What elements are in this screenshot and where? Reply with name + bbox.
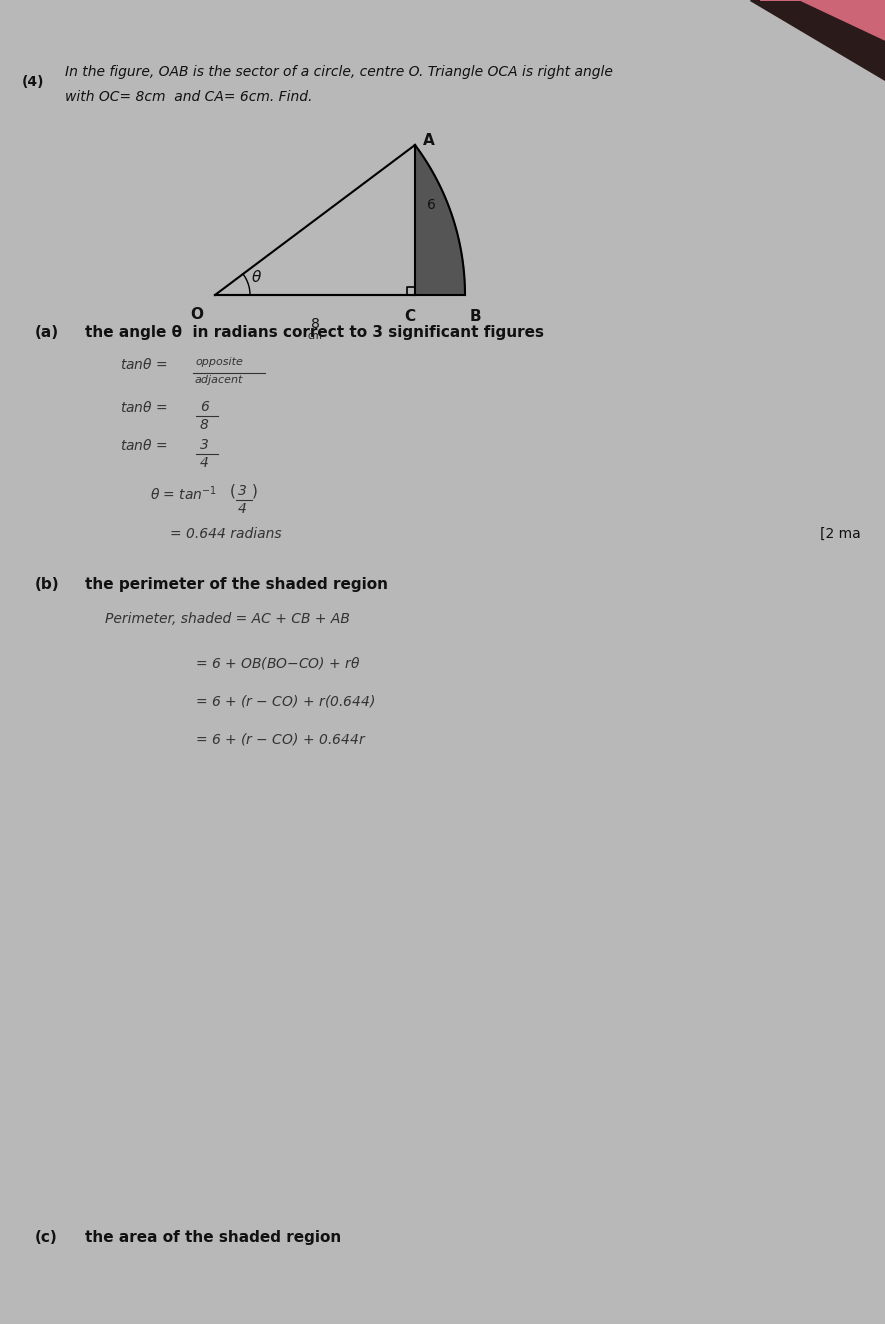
Text: 4: 4 <box>238 502 247 516</box>
Text: (a): (a) <box>35 324 59 340</box>
Text: with OC= 8cm  and CA= 6cm. Find.: with OC= 8cm and CA= 6cm. Find. <box>65 90 312 105</box>
Polygon shape <box>750 0 885 79</box>
Text: $\theta$ = tan$^{-1}$: $\theta$ = tan$^{-1}$ <box>150 485 217 503</box>
Text: = 6 + OB(BO$-$CO) + r$\theta$: = 6 + OB(BO$-$CO) + r$\theta$ <box>195 655 360 671</box>
Text: A: A <box>423 132 435 148</box>
Text: 8: 8 <box>311 316 319 331</box>
Polygon shape <box>415 146 465 295</box>
Text: Perimeter, shaded = AC + CB + AB: Perimeter, shaded = AC + CB + AB <box>105 612 350 626</box>
Text: tan$\theta$ =: tan$\theta$ = <box>120 400 168 414</box>
Text: (4): (4) <box>22 75 44 89</box>
Text: 4: 4 <box>200 455 209 470</box>
Text: ): ) <box>252 485 258 499</box>
Text: 8: 8 <box>200 418 209 432</box>
Text: C: C <box>404 308 416 324</box>
Text: tan$\theta$ =: tan$\theta$ = <box>120 438 168 453</box>
Polygon shape <box>760 0 885 40</box>
Text: 6: 6 <box>200 400 209 414</box>
Text: O: O <box>190 307 204 322</box>
Text: (c): (c) <box>35 1230 58 1245</box>
Text: the perimeter of the shaded region: the perimeter of the shaded region <box>85 577 388 592</box>
Text: = 6 + (r $-$ CO) + r(0.644): = 6 + (r $-$ CO) + r(0.644) <box>195 692 375 708</box>
Text: In the figure, OAB is the sector of a circle, centre O. Triangle OCA is right an: In the figure, OAB is the sector of a ci… <box>65 65 613 79</box>
Text: adjacent: adjacent <box>195 375 243 385</box>
Text: (: ( <box>230 485 236 499</box>
Text: B: B <box>470 308 481 324</box>
Text: opposite: opposite <box>195 357 242 367</box>
Text: tan$\theta$ =: tan$\theta$ = <box>120 357 168 372</box>
Text: 6: 6 <box>427 199 436 212</box>
Text: = 6 + (r $-$ CO) + 0.644r: = 6 + (r $-$ CO) + 0.644r <box>195 731 366 747</box>
Text: 3: 3 <box>238 485 247 498</box>
Text: cm: cm <box>308 331 322 342</box>
Text: 3: 3 <box>200 438 209 451</box>
Text: $\theta$: $\theta$ <box>251 269 263 285</box>
Text: the angle θ  in radians correct to 3 significant figures: the angle θ in radians correct to 3 sign… <box>85 324 544 340</box>
Text: (b): (b) <box>35 577 59 592</box>
Text: = 0.644 radians: = 0.644 radians <box>170 527 281 542</box>
Text: the area of the shaded region: the area of the shaded region <box>85 1230 342 1245</box>
Text: [2 ma: [2 ma <box>820 527 861 542</box>
